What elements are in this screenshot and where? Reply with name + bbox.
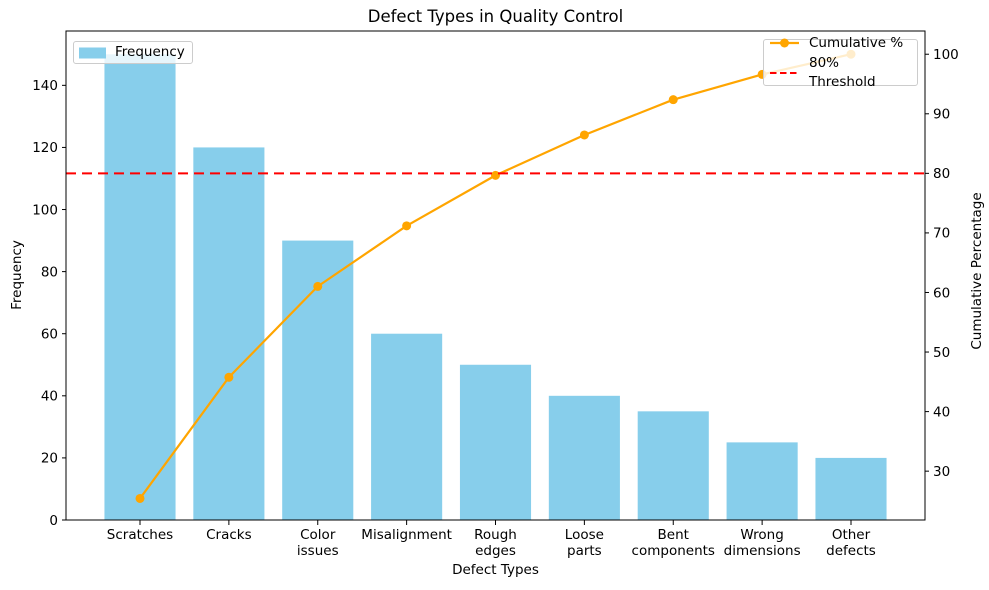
frequency-bar — [104, 54, 176, 521]
frequency-bar — [371, 333, 443, 520]
x-axis-label: Defect Types — [452, 562, 539, 578]
y2-tick-label: 100 — [933, 47, 959, 63]
cumulative-marker — [313, 281, 323, 291]
y2-tick-label: 50 — [933, 345, 950, 361]
legend-frequency: Frequency — [73, 41, 193, 64]
x-tick-label: Other defects — [826, 527, 876, 559]
y-tick-label: 20 — [41, 451, 58, 467]
y-tick-label: 80 — [41, 264, 58, 280]
cumulative-marker — [135, 493, 145, 503]
left-axis-ticks: 0 20 40 60 80 100 120 140 — [32, 78, 66, 529]
frequency-bar — [193, 147, 265, 520]
y-axis-label: Frequency — [9, 240, 25, 310]
y-tick-label: 0 — [49, 513, 58, 529]
cumulative-marker — [491, 170, 500, 180]
y2-tick-label: 90 — [933, 107, 950, 123]
frequency-bars — [104, 54, 887, 521]
cumulative-marker-sample — [780, 38, 789, 48]
frequency-bar — [815, 457, 887, 520]
x-tick-label: Scratches — [107, 527, 173, 543]
chart-title: Defect Types in Quality Control — [367, 7, 624, 26]
y-tick-label: 100 — [32, 202, 58, 218]
x-axis-ticks: Scratches Cracks Color issues Misalignment Ro… — [107, 520, 876, 559]
frequency-swatch — [79, 47, 106, 58]
y2-tick-label: 30 — [933, 464, 950, 480]
x-tick-label: Wrong dimensions — [724, 527, 801, 559]
y-tick-label: 60 — [41, 327, 58, 343]
frequency-swatch-icon — [79, 47, 106, 58]
y2-tick-label: 60 — [933, 285, 950, 301]
x-tick-label: Misalignment — [361, 527, 452, 543]
cumulative-marker — [579, 130, 589, 140]
right-axis-ticks: 30 40 50 60 70 80 90 100 — [925, 47, 959, 480]
y2-axis-label: Cumulative Percentage — [969, 192, 985, 350]
cumulative-line-sample-icon — [770, 38, 799, 48]
frequency-bar — [637, 411, 709, 520]
threshold-line-sample-icon — [770, 71, 799, 74]
y2-tick-label: 70 — [933, 226, 950, 242]
legend-frequency-row: Frequency — [79, 43, 185, 62]
y-tick-label: 140 — [32, 78, 58, 94]
legend-frequency-label: Frequency — [115, 44, 185, 60]
x-tick-label: Loose parts — [565, 527, 604, 559]
legend-cumulative-row: Cumulative % — [769, 34, 909, 53]
cumulative-marker — [668, 95, 678, 105]
x-tick-label: Rough edges — [474, 527, 517, 559]
cumulative-marker — [224, 372, 234, 382]
frequency-bar — [459, 364, 532, 520]
y-tick-label: 40 — [41, 389, 58, 405]
legend-cumulative-label: Cumulative % — [809, 34, 904, 51]
legend-threshold-row: 80% Threshold — [769, 54, 909, 92]
y-tick-label: 120 — [32, 140, 58, 156]
frequency-bar — [726, 442, 798, 520]
y2-tick-label: 80 — [933, 166, 950, 182]
cumulative-marker — [402, 221, 412, 231]
x-tick-label: Cracks — [206, 527, 252, 543]
legend-threshold-label: 80% Threshold — [809, 54, 876, 90]
y2-tick-label: 40 — [933, 404, 950, 420]
x-tick-label: Color issues — [297, 527, 339, 559]
frequency-bar — [548, 395, 620, 520]
legend-cumulative: Cumulative % 80% Threshold — [763, 35, 918, 90]
x-tick-label: Bent components — [632, 527, 715, 559]
